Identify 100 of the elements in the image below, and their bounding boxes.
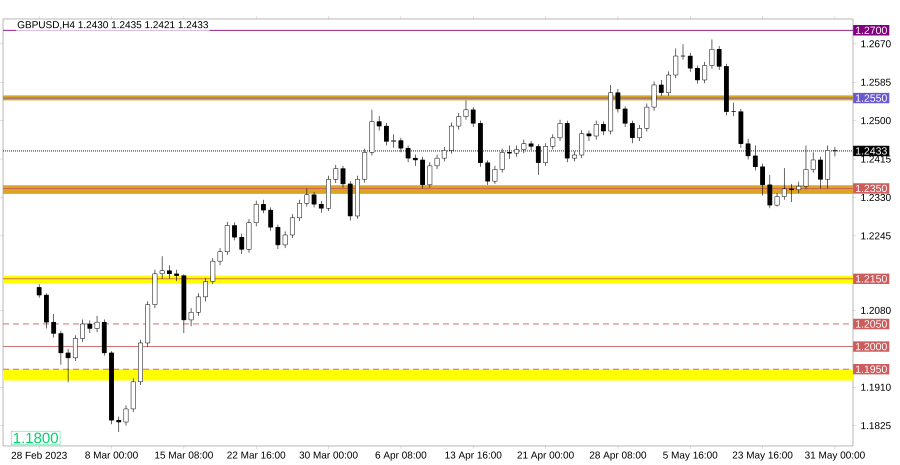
y-tick-label: 1.2670 — [861, 40, 891, 48]
candlestick — [666, 71, 671, 96]
candlestick — [72, 334, 78, 362]
candlestick — [94, 316, 100, 332]
ref-line-label: 1.2700 — [856, 26, 887, 34]
annotation: 1.1800 — [14, 432, 58, 444]
candlestick — [116, 416, 122, 432]
candlestick — [166, 264, 172, 280]
candlestick — [312, 192, 316, 208]
candlestick — [275, 224, 280, 250]
candlestick — [673, 48, 678, 78]
candlestick — [261, 199, 266, 214]
y-tick-label: 1.2585 — [861, 78, 891, 86]
candlestick — [203, 278, 208, 302]
candlestick — [318, 200, 324, 214]
candlestick — [782, 168, 787, 200]
candlestick — [594, 120, 599, 140]
candlestick — [464, 100, 468, 120]
candlestick — [384, 122, 389, 146]
candlestick — [702, 62, 708, 84]
candlestick — [210, 258, 216, 285]
ref-line-label: 1.1950 — [856, 365, 887, 373]
candlestick — [630, 120, 635, 144]
candlestick — [124, 405, 128, 426]
y-tick-label: 1.2330 — [861, 194, 891, 201]
x-tick-label: 5 May 16:00 — [663, 452, 718, 461]
y-tick-label: 1.1825 — [861, 422, 891, 430]
y-tick-label: 1.1910 — [861, 384, 891, 391]
candlestick — [658, 80, 664, 96]
candlestick — [470, 106, 476, 128]
candlestick — [710, 39, 714, 69]
candlestick — [558, 119, 562, 142]
candlestick — [550, 134, 556, 150]
x-tick-label: 13 Apr 16:00 — [445, 452, 502, 461]
candlestick — [188, 308, 194, 327]
candlestick — [87, 320, 92, 334]
x-tick-label: 21 Apr 00:00 — [517, 452, 574, 461]
candlestick — [268, 207, 274, 232]
candlestick — [492, 166, 498, 184]
candlestick — [434, 154, 440, 170]
x-tick-label: 23 May 16:00 — [732, 452, 792, 461]
candlestick — [254, 200, 259, 227]
candlestick — [239, 233, 244, 254]
candlestick — [789, 184, 794, 202]
candlestick — [174, 269, 180, 282]
candlestick — [282, 231, 288, 248]
candlestick — [290, 214, 295, 238]
candlestick — [644, 103, 650, 132]
ref-line-label: 1.2150 — [856, 275, 887, 283]
x-tick-label: 6 Apr 08:00 — [376, 452, 426, 461]
candlestick — [297, 199, 302, 222]
candlestick — [615, 88, 620, 113]
candlestick — [688, 52, 693, 72]
candlestick — [66, 348, 71, 383]
candlestick — [412, 154, 418, 166]
candlestick — [767, 174, 772, 209]
ref-line-label: 1.2550 — [856, 94, 887, 102]
chart-title: GBPUSD,H4 1.2430 1.2435 1.2421 1.2433 — [18, 21, 208, 30]
candlestick — [340, 166, 346, 188]
y-tick-label: 1.2245 — [861, 232, 891, 240]
candlestick — [695, 65, 700, 84]
candlestick — [572, 151, 577, 162]
x-tick-label: 31 May 00:00 — [804, 452, 865, 461]
candlestick — [333, 164, 338, 184]
candlestick — [637, 124, 642, 142]
candlestick — [485, 160, 490, 186]
y-tick-label: 1.2500 — [861, 117, 891, 124]
candlestick — [796, 181, 802, 194]
ref-line-label: 1.2433 — [856, 147, 887, 155]
candlestick — [391, 134, 396, 148]
x-tick-label: 22 Mar 16:00 — [227, 452, 286, 459]
x-tick-label: 30 Mar 00:00 — [299, 452, 358, 459]
x-tick-label: 8 Mar 00:00 — [85, 452, 138, 459]
candlestick — [716, 46, 722, 70]
candlestick — [680, 44, 686, 60]
candlestick — [232, 222, 237, 241]
candlestick — [760, 163, 765, 196]
candlestick — [304, 188, 310, 207]
y-tick-label: 1.2080 — [861, 306, 891, 314]
candlestick — [218, 248, 222, 266]
candlestick — [774, 192, 780, 207]
candlestick — [622, 106, 628, 128]
x-tick-label: 15 Mar 08:00 — [155, 452, 213, 459]
candlestick — [80, 319, 86, 342]
candlestick — [586, 130, 592, 142]
candlestick — [196, 292, 201, 316]
candlestick — [160, 256, 165, 280]
candlestick — [376, 116, 382, 131]
candlestick — [427, 162, 432, 188]
candlestick — [456, 112, 462, 130]
x-tick-label: 28 Feb 2023 — [12, 452, 67, 459]
ref-line-label: 1.2000 — [856, 342, 887, 350]
candlestick — [601, 121, 606, 136]
candlestick — [818, 156, 823, 189]
candlestick — [36, 284, 42, 298]
x-tick-label: 28 Apr 08:00 — [590, 452, 646, 461]
candlestick — [58, 330, 64, 365]
candlestick — [652, 81, 656, 112]
candlestick — [51, 314, 56, 338]
ref-line-label: 1.2350 — [856, 184, 887, 192]
